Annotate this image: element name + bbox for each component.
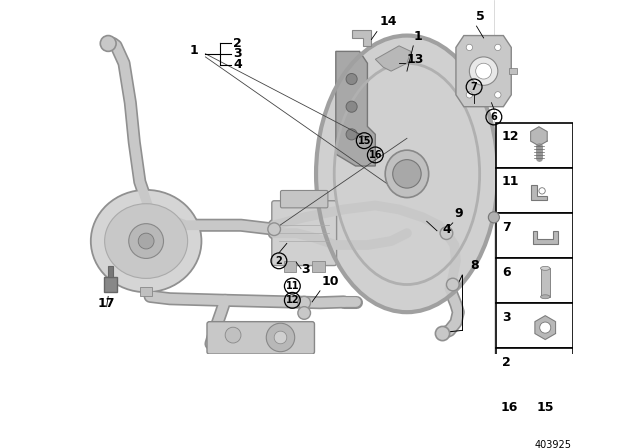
Circle shape: [346, 101, 357, 112]
Text: 11: 11: [285, 281, 299, 291]
Bar: [509, 68, 516, 74]
Text: 1: 1: [189, 44, 198, 57]
Text: 6: 6: [502, 266, 511, 279]
Bar: [548, 405, 562, 415]
Text: 13: 13: [407, 53, 424, 66]
Bar: [496, 303, 573, 348]
Bar: [532, 393, 569, 439]
Polygon shape: [532, 231, 558, 244]
Bar: [569, 393, 607, 439]
Text: 15: 15: [536, 401, 554, 414]
Circle shape: [274, 331, 287, 344]
Text: 16: 16: [369, 150, 382, 160]
Text: 8: 8: [470, 258, 479, 272]
Circle shape: [447, 278, 459, 291]
Circle shape: [440, 227, 452, 240]
Text: 15: 15: [358, 136, 371, 146]
Bar: [496, 258, 573, 303]
Circle shape: [488, 212, 499, 223]
Polygon shape: [375, 46, 411, 71]
Text: 10: 10: [321, 275, 339, 288]
Text: 2: 2: [276, 256, 282, 266]
Bar: [140, 287, 152, 297]
Text: 2: 2: [502, 356, 511, 369]
Text: 17: 17: [97, 297, 115, 310]
Ellipse shape: [316, 35, 498, 312]
Circle shape: [435, 327, 450, 340]
Circle shape: [466, 44, 472, 51]
Circle shape: [495, 44, 501, 51]
Ellipse shape: [541, 267, 550, 270]
Circle shape: [268, 223, 280, 236]
Text: 403925: 403925: [534, 440, 572, 448]
Text: 12: 12: [285, 295, 299, 306]
Circle shape: [138, 233, 154, 249]
Ellipse shape: [104, 204, 188, 278]
Bar: [496, 213, 573, 258]
Bar: [67, 0, 494, 354]
Circle shape: [266, 323, 294, 352]
Text: 6: 6: [490, 112, 497, 122]
Text: 12: 12: [502, 130, 519, 143]
Circle shape: [539, 188, 545, 194]
Ellipse shape: [91, 190, 202, 292]
Circle shape: [100, 35, 116, 52]
Text: 7: 7: [502, 220, 511, 233]
Bar: [312, 261, 324, 272]
Polygon shape: [511, 401, 525, 413]
Circle shape: [346, 73, 357, 85]
Text: 16: 16: [500, 401, 518, 414]
Text: 7: 7: [471, 82, 477, 92]
Bar: [284, 261, 296, 272]
Bar: [496, 348, 573, 393]
Bar: [104, 276, 117, 293]
Text: 3: 3: [301, 263, 310, 276]
Polygon shape: [573, 417, 605, 431]
Circle shape: [469, 57, 498, 86]
Polygon shape: [456, 35, 511, 107]
Ellipse shape: [385, 150, 429, 198]
Text: 2: 2: [233, 37, 242, 50]
FancyBboxPatch shape: [207, 322, 314, 354]
Circle shape: [540, 322, 551, 333]
Polygon shape: [531, 185, 547, 200]
Circle shape: [346, 129, 357, 140]
Text: 4: 4: [442, 223, 451, 236]
Bar: [496, 168, 573, 213]
Polygon shape: [531, 127, 547, 146]
Text: 14: 14: [380, 15, 397, 28]
Circle shape: [298, 306, 310, 319]
Text: 3: 3: [233, 47, 242, 60]
Circle shape: [495, 92, 501, 98]
Text: 3: 3: [502, 310, 511, 323]
Bar: [108, 267, 113, 277]
Text: 11: 11: [502, 176, 519, 189]
Polygon shape: [351, 30, 371, 46]
Bar: [496, 393, 532, 439]
Circle shape: [466, 92, 472, 98]
FancyBboxPatch shape: [272, 201, 337, 266]
FancyBboxPatch shape: [280, 190, 328, 208]
Text: 5: 5: [477, 10, 485, 23]
Circle shape: [225, 327, 241, 343]
Text: 9: 9: [454, 207, 463, 220]
Text: 1: 1: [413, 30, 422, 43]
Polygon shape: [535, 316, 556, 340]
Bar: [541, 268, 550, 297]
Circle shape: [476, 63, 492, 79]
Polygon shape: [336, 52, 375, 166]
Ellipse shape: [541, 295, 550, 299]
Circle shape: [393, 159, 421, 188]
Circle shape: [129, 224, 163, 258]
Circle shape: [298, 297, 310, 309]
Bar: [496, 122, 573, 168]
Text: 4: 4: [233, 58, 242, 71]
